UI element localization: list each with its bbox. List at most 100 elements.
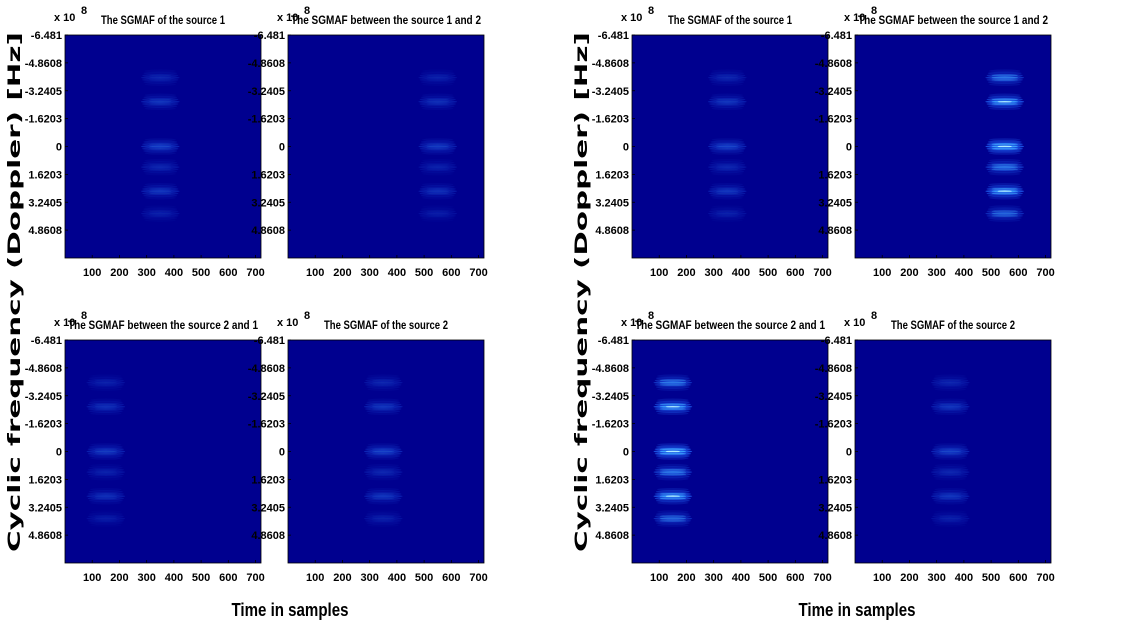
x-tick-label: 700 [246, 572, 264, 584]
energy-line-bright [939, 518, 961, 519]
energy-peak [666, 451, 680, 453]
y-tick-label: -1.6203 [815, 114, 852, 126]
x-tick-label: 200 [900, 267, 918, 279]
y-tick-label: -4.8608 [25, 58, 62, 70]
x-tick-label: 100 [650, 267, 668, 279]
y-tick-label: -4.8608 [815, 58, 852, 70]
energy-peak [666, 406, 680, 408]
y-tick-label: 1.6203 [818, 169, 852, 181]
energy-line-bright [939, 471, 961, 472]
x-tick-label: 100 [873, 267, 891, 279]
x-tick-label: 400 [955, 572, 973, 584]
axis-exponent: x 10 [277, 317, 298, 329]
y-tick-label: -6.481 [821, 335, 852, 347]
x-tick-label: 300 [137, 267, 155, 279]
energy-line-bright [149, 79, 171, 80]
y-tick-label: -3.2405 [592, 391, 629, 403]
x-tick-label: 100 [873, 572, 891, 584]
energy-line [145, 196, 176, 199]
y-tick-label: -3.2405 [592, 86, 629, 98]
energy-line-bright [426, 188, 448, 189]
energy-line-bright [149, 213, 171, 214]
energy-line [657, 501, 688, 504]
panel-title: The SGMAF of the source 1 [101, 13, 225, 27]
energy-line [368, 412, 399, 415]
energy-line-bright [149, 211, 171, 212]
energy-line [712, 152, 743, 155]
energy-peak [998, 190, 1012, 192]
energy-line [935, 457, 966, 460]
y-tick-label: -1.6203 [25, 114, 62, 126]
energy-line [145, 172, 176, 175]
x-tick-label: 600 [219, 267, 237, 279]
x-tick-label: 500 [759, 572, 777, 584]
energy-line [935, 477, 966, 480]
x-tick-label: 100 [306, 572, 324, 584]
y-tick-label: 0 [56, 142, 62, 154]
y-tick-label: 1.6203 [595, 169, 629, 181]
y-tick-label: -6.481 [598, 335, 629, 347]
y-tick-label: 0 [56, 447, 62, 459]
x-tick-label: 600 [442, 267, 460, 279]
x-tick-label: 100 [83, 267, 101, 279]
energy-line-bright [149, 146, 171, 147]
x-tick-label: 600 [442, 572, 460, 584]
energy-line-bright [716, 148, 738, 149]
energy-line-bright [716, 101, 738, 102]
y-tick-label: -6.481 [821, 30, 852, 42]
y-tick-label: 3.2405 [251, 197, 285, 209]
energy-line [422, 172, 453, 175]
energy-line-bright [95, 493, 117, 494]
energy-line [712, 83, 743, 86]
x-tick-label: 400 [165, 267, 183, 279]
energy-line [145, 152, 176, 155]
energy-line-bright [939, 493, 961, 494]
energy-line-bright [372, 516, 394, 517]
y-tick-label: 3.2405 [251, 502, 285, 514]
y-tick-label: 4.8608 [818, 530, 852, 542]
energy-line [712, 219, 743, 222]
y-tick-label: 4.8608 [595, 225, 629, 237]
y-tick-label: 1.6203 [818, 474, 852, 486]
energy-line-bright [95, 498, 117, 499]
y-tick-label: -3.2405 [25, 391, 62, 403]
y-tick-label: -6.481 [254, 30, 285, 42]
energy-line-bright [426, 191, 448, 192]
x-tick-label: 400 [732, 267, 750, 279]
energy-line [989, 219, 1020, 222]
energy-line-bright [426, 148, 448, 149]
x-tick-label: 200 [333, 572, 351, 584]
x-tick-label: 400 [165, 572, 183, 584]
energy-line-bright [149, 188, 171, 189]
energy-line-bright [372, 404, 394, 405]
panel-2-1: -6.481-4.8608-3.2405-1.620301.62033.2405… [592, 5, 832, 279]
energy-line-bright [95, 496, 117, 497]
energy-line [657, 412, 688, 415]
y-axis-label: Cyclic frequency (Doppler) [Hz] [5, 32, 25, 552]
energy-line-bright [149, 215, 171, 216]
energy-line-bright [939, 404, 961, 405]
panel-2-3: -6.481 -4.8608 -3.2405 -1.6203 0 1.6203 3.2405… [592, 310, 832, 584]
energy-line-bright [372, 453, 394, 454]
energy-line-bright [716, 215, 738, 216]
energy-line-bright [149, 103, 171, 104]
panel-1-3: -6.481-4.8608-3.2405-1.620301.62033.2405… [25, 310, 265, 584]
energy-line [422, 196, 453, 199]
energy-line-bright [149, 144, 171, 145]
figure-group-1: -6.481 -4.8608 -3.2405 -1.6203 0 1.6203 3.2405… [5, 5, 488, 620]
energy-line-bright [939, 453, 961, 454]
axis-exponent: x 10 [621, 12, 642, 24]
energy-line-bright [95, 520, 117, 521]
energy-line-bright [426, 211, 448, 212]
x-tick-label: 700 [469, 572, 487, 584]
energy-line-bright [716, 191, 738, 192]
energy-line-bright [716, 164, 738, 165]
y-tick-label: 1.6203 [28, 474, 62, 486]
y-tick-label: 3.2405 [818, 197, 852, 209]
energy-line [368, 457, 399, 460]
energy-line [90, 412, 121, 415]
energy-line-bright [372, 518, 394, 519]
y-tick-label: 4.8608 [251, 530, 285, 542]
y-tick-label: -1.6203 [815, 419, 852, 431]
energy-line [90, 524, 121, 527]
